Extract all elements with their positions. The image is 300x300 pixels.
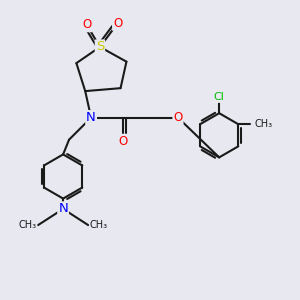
- Text: N: N: [86, 111, 96, 124]
- Text: N: N: [58, 202, 68, 215]
- Text: Cl: Cl: [214, 92, 225, 102]
- Text: O: O: [173, 111, 183, 124]
- Text: CH₃: CH₃: [19, 220, 37, 230]
- Text: O: O: [119, 135, 128, 148]
- Text: O: O: [113, 17, 122, 30]
- Text: CH₃: CH₃: [90, 220, 108, 230]
- Text: CH₃: CH₃: [254, 119, 273, 129]
- Text: O: O: [82, 18, 91, 32]
- Text: S: S: [96, 40, 104, 53]
